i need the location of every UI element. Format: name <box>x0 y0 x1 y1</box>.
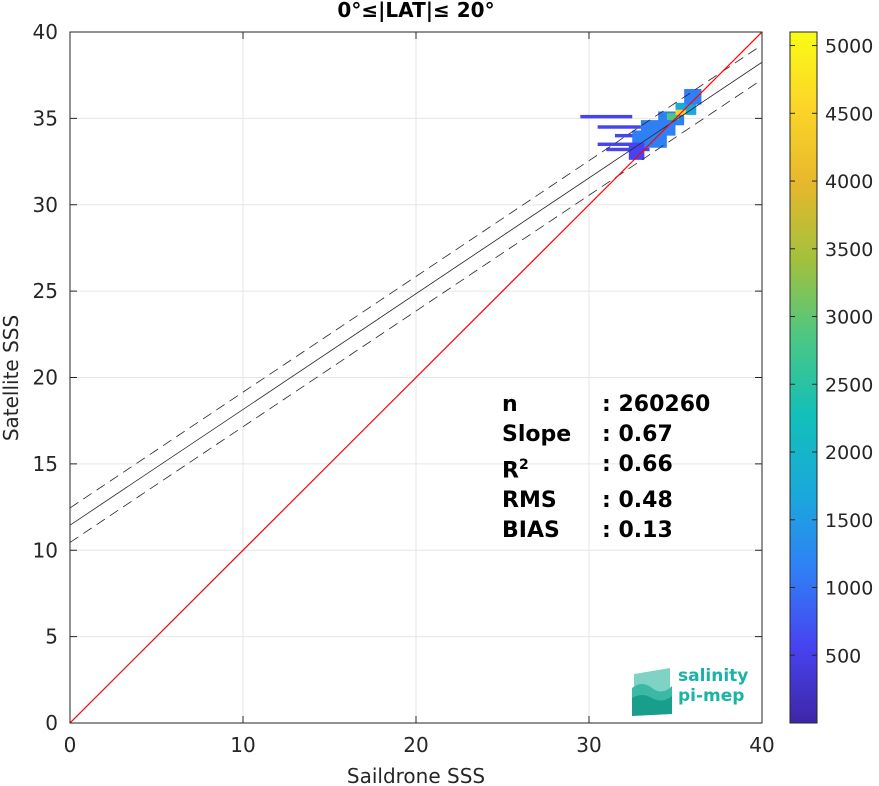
y-tick-label: 35 <box>33 106 58 130</box>
stat-r2-base: R <box>502 458 519 484</box>
density-cell <box>597 125 641 129</box>
x-tick-label: 0 <box>64 733 77 757</box>
density-cell <box>580 114 633 119</box>
colorbar <box>789 31 818 724</box>
logo-line1: salinity <box>678 666 749 686</box>
stat-n-row: n: 260260 <box>502 390 710 420</box>
y-tick-label: 0 <box>45 711 58 735</box>
logo-line2: pi-mep <box>678 686 745 706</box>
colorbar-tick-label: 5000 <box>825 36 873 58</box>
x-tick-label: 40 <box>749 733 774 757</box>
colorbar-tick-label: 3500 <box>825 239 873 261</box>
stat-bias-row: BIAS: 0.13 <box>502 516 710 546</box>
density-cloud <box>580 89 702 160</box>
y-tick-label: 40 <box>33 20 58 44</box>
salinity-pimep-logo: salinity pi-mep <box>630 664 760 716</box>
density-cell <box>628 142 645 160</box>
stat-rms-sep: : <box>602 488 619 514</box>
stat-rms-label: RMS <box>502 488 557 514</box>
stat-r2-row: R2: 0.66 <box>502 450 710 486</box>
stat-r2-label: R2 <box>502 450 602 486</box>
confidence-line <box>70 79 762 543</box>
logo-text: salinity pi-mep <box>678 666 748 706</box>
stat-n-value: 260260 <box>618 392 711 417</box>
one-to-one-line <box>70 32 762 723</box>
stat-r2-sep: : <box>602 452 619 477</box>
colorbar-tick-label: 500 <box>825 645 861 667</box>
stat-r2-sup: 2 <box>518 457 529 473</box>
colorbar-tick-label: 1000 <box>825 578 873 600</box>
density-cell <box>684 89 702 105</box>
stat-slope-row: Slope: 0.67 <box>502 420 710 450</box>
stat-n-sep: : <box>602 392 619 417</box>
x-tick-label: 20 <box>403 733 428 757</box>
stat-rms-row: RMS: 0.48 <box>502 486 710 516</box>
x-tick-label: 30 <box>576 733 601 757</box>
density-cell <box>606 147 650 152</box>
regression-line <box>70 61 762 526</box>
colorbar-tick-label: 2500 <box>825 374 873 396</box>
colorbar-tick-label: 1500 <box>825 510 873 532</box>
stat-bias-value: 0.13 <box>618 518 673 544</box>
y-tick-label: 30 <box>33 193 58 217</box>
y-tick-label: 25 <box>33 279 58 303</box>
x-tick-label: 10 <box>230 733 255 757</box>
stat-rms-value: 0.48 <box>618 488 673 514</box>
stat-slope-label: Slope <box>502 422 572 447</box>
stat-bias-sep: : <box>602 518 619 544</box>
colorbar-tick-label: 2000 <box>825 442 873 464</box>
colorbar-tick-label: 3000 <box>825 307 873 329</box>
colorbar-tick-label: 4500 <box>825 103 873 125</box>
density-cell <box>666 113 679 121</box>
chart-title: 0°≤|LAT|≤ 20° <box>337 0 495 22</box>
y-axis-ticks: 0 5 10 15 20 25 30 35 40 <box>33 20 762 735</box>
x-axis-ticks: 0 10 20 30 40 <box>64 32 775 757</box>
logo-waves-icon <box>632 668 672 716</box>
colorbar-ticks: 500 1000 1500 2000 2500 3000 3500 4000 4500 5000 <box>790 36 873 667</box>
stat-bias-label: BIAS <box>502 518 560 544</box>
colorbar-tick-label: 4000 <box>825 171 873 193</box>
y-tick-label: 20 <box>33 366 58 390</box>
density-cell <box>675 109 686 115</box>
stat-slope-sep: : <box>602 422 619 447</box>
stat-n-label: n <box>502 392 518 417</box>
fit-lines <box>70 32 762 723</box>
y-tick-label: 15 <box>33 452 58 476</box>
stat-r2-value: 0.66 <box>618 452 673 477</box>
stat-slope-value: 0.67 <box>618 422 673 447</box>
stats-box: n: 260260 Slope: 0.67 R2: 0.66 RMS: 0.48… <box>502 390 710 546</box>
x-axis-label: Saildrone SSS <box>347 764 485 786</box>
density-cell <box>597 142 641 147</box>
y-axis-label: Satellite SSS <box>0 315 23 441</box>
confidence-line <box>70 44 762 509</box>
y-tick-label: 10 <box>33 538 58 562</box>
y-tick-label: 5 <box>45 625 58 649</box>
